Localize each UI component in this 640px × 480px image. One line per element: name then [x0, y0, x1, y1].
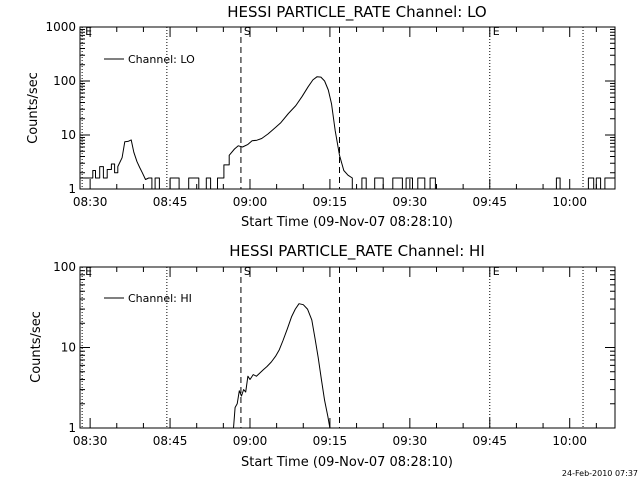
panel-lo-legend: Channel: LO [104, 53, 195, 66]
panel-lo-y-tick-label-2: 100 [53, 74, 76, 88]
panel-hi-title: HESSI PARTICLE_RATE Channel: HI [229, 242, 485, 261]
panel-hi-y-tick-label-1: 10 [61, 341, 76, 355]
panel-lo-y-tick-label-3: 1000 [45, 20, 76, 34]
panel-hi-marker-label-0: E [85, 265, 92, 278]
panel-lo-marker-label-4: E [493, 25, 500, 38]
panel-lo-y-axis-label: Counts/sec [26, 72, 41, 144]
panel-lo-x-tick-label-0: 08:30 [73, 195, 108, 209]
panel-hi-x-tick-label-5: 09:45 [472, 434, 507, 448]
panel-lo-y-tick-label-1: 10 [61, 128, 76, 142]
panel-hi-series-line-0 [233, 303, 331, 429]
panel-hi-marker-label-2: S [244, 265, 251, 278]
panel-lo-marker-label-2: S [244, 25, 251, 38]
panel-hi-legend-label: Channel: HI [128, 292, 192, 305]
panel-hi-x-tick-label-1: 08:45 [153, 434, 188, 448]
panel-lo-x-tick-label-2: 09:00 [233, 195, 268, 209]
panel-lo-x-axis-label: Start Time (09-Nov-07 08:28:10) [241, 215, 453, 230]
panel-lo-series-line-0 [80, 76, 615, 190]
panel-lo-x-tick-label-5: 09:45 [472, 195, 507, 209]
panel-hi-marker-label-4: E [493, 265, 500, 278]
panel-lo-marker-label-0: E [85, 25, 92, 38]
panel-hi: HESSI PARTICLE_RATE Channel: HI E S E 1 10 1… [29, 242, 616, 470]
panel-hi-x-tick-label-4: 09:30 [393, 434, 428, 448]
panel-lo-title: HESSI PARTICLE_RATE Channel: LO [227, 3, 486, 22]
panel-lo-x-tick-label-6: 10:00 [552, 195, 587, 209]
panel-hi-x-axis-label: Start Time (09-Nov-07 08:28:10) [241, 455, 453, 470]
panel-hi-x-tick-label-2: 09:00 [233, 434, 268, 448]
panel-hi-y-tick-label-2: 100 [53, 260, 76, 274]
panel-lo-x-tick-label-3: 09:15 [313, 195, 348, 209]
panel-hi-y-tick-label-0: 1 [68, 421, 76, 435]
panel-hi-legend: Channel: HI [104, 292, 192, 305]
panel-hi-x-tick-label-3: 09:15 [313, 434, 348, 448]
panel-lo: HESSI PARTICLE_RATE Channel: LO E S E 1 10 1… [26, 3, 616, 230]
panel-hi-x-tick-label-0: 08:30 [73, 434, 108, 448]
panel-lo-x-tick-label-1: 08:45 [153, 195, 188, 209]
footer-timestamp: 24-Feb-2010 07:37 [562, 469, 638, 478]
panel-lo-frame [79, 26, 616, 190]
panel-hi-x-tick-label-6: 10:00 [552, 434, 587, 448]
panel-lo-legend-label: Channel: LO [128, 53, 195, 66]
panel-hi-y-axis-label: Counts/sec [29, 311, 44, 383]
panel-lo-y-tick-label-0: 1 [68, 182, 76, 196]
panel-lo-x-tick-label-4: 09:30 [393, 195, 428, 209]
